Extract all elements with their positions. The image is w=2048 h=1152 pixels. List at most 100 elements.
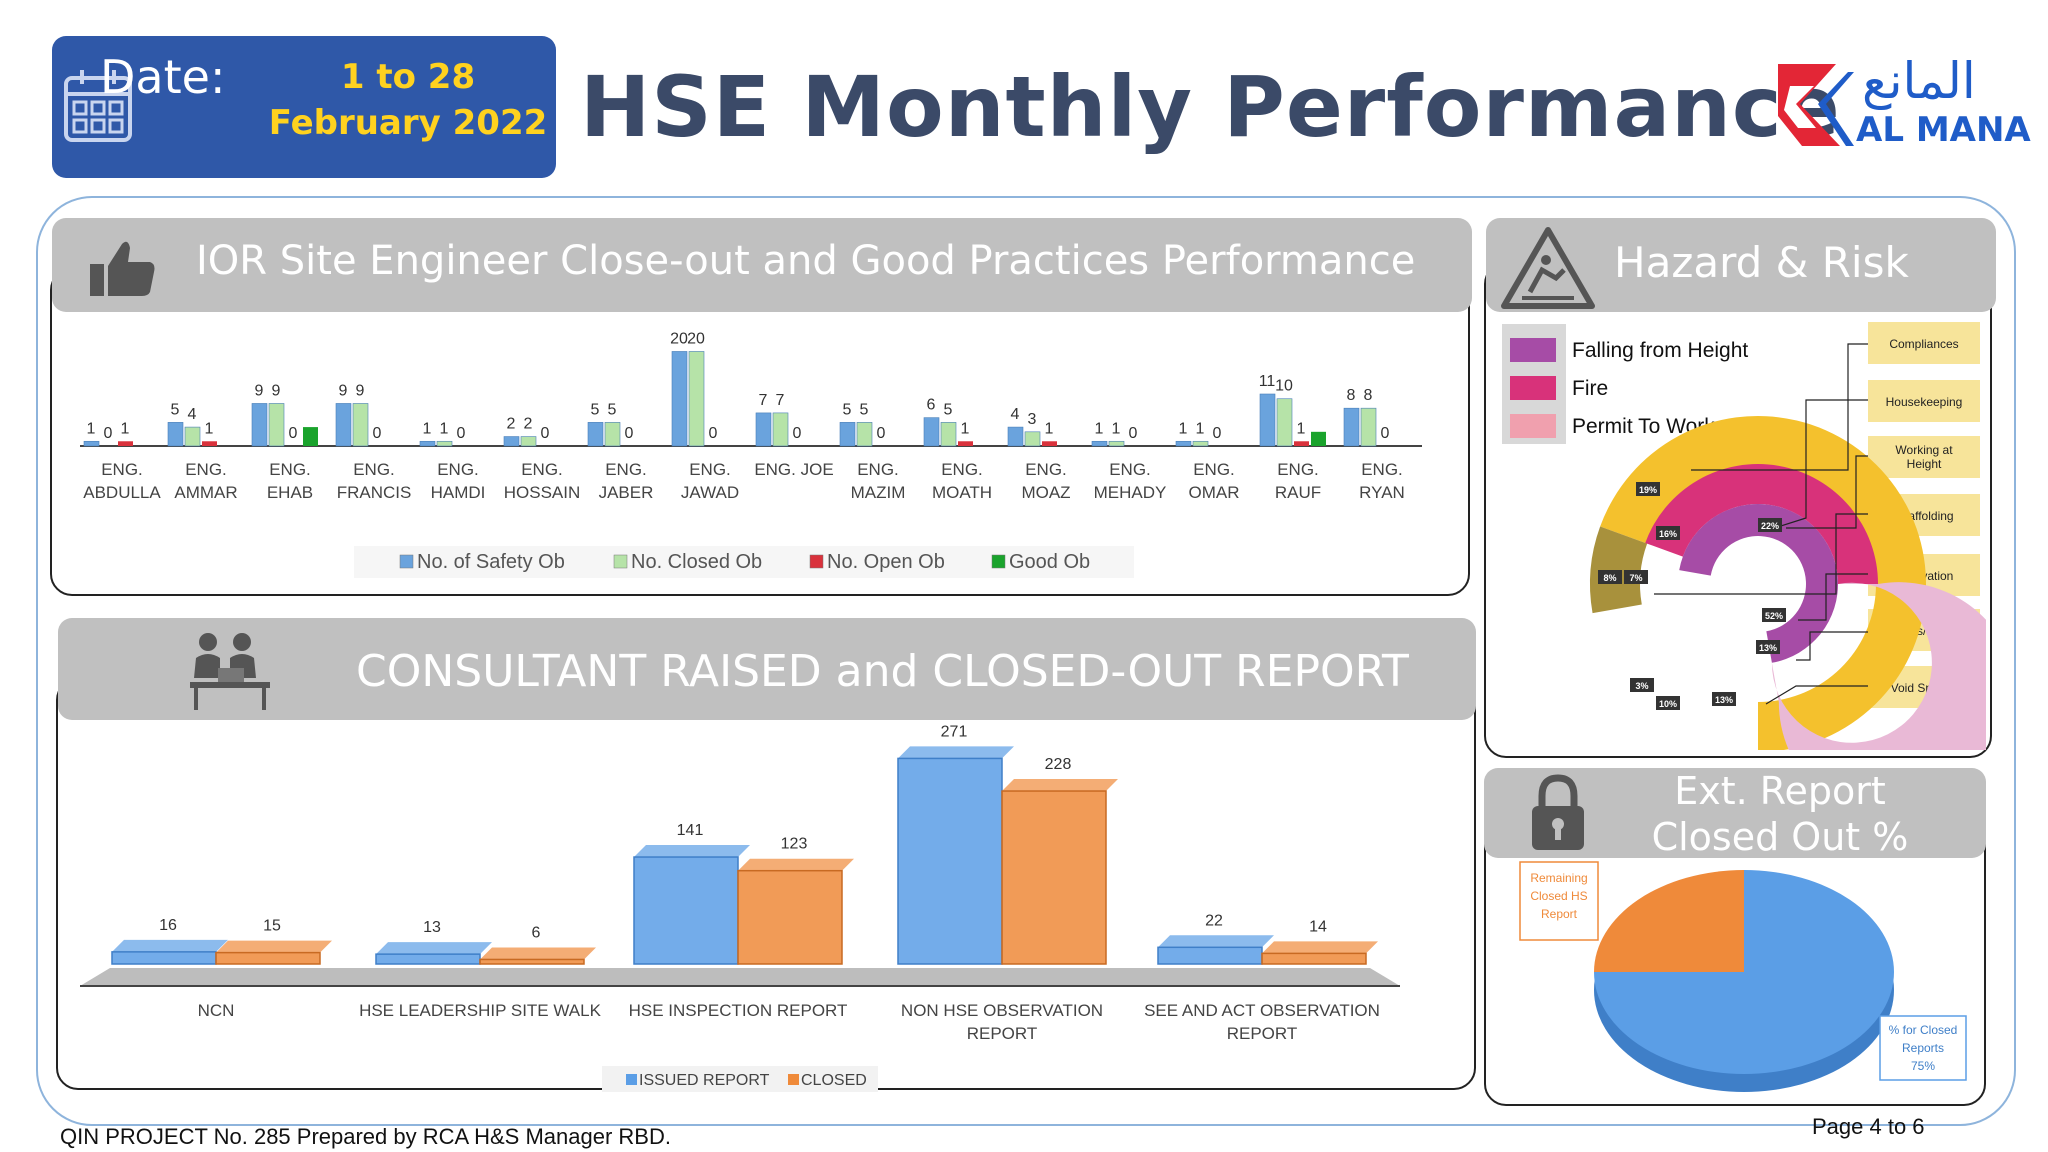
consultant-bar-top (634, 845, 750, 858)
ior-data-label: 5 (591, 401, 600, 418)
ior-bar (1042, 441, 1057, 446)
padlock-icon (1532, 774, 1584, 850)
hazard-percent-label: 13% (1715, 695, 1733, 705)
ior-bar (83, 440, 100, 447)
hazard-middle-ring (1645, 464, 1878, 584)
ior-legend-label: No. of Safety Ob (417, 551, 565, 573)
hazard-connector-line (1786, 455, 1868, 529)
ext-closed-label: Reports (1902, 1041, 1944, 1055)
ior-bar (940, 422, 957, 447)
logo-arabic-text: المانع (1862, 52, 1976, 110)
ior-data-label: 1 (423, 420, 432, 437)
consultant-category-label: SEE AND ACT OBSERVATION (1144, 1001, 1380, 1020)
ior-category-label: MOATH (932, 483, 992, 502)
ior-data-label: 1 (961, 420, 970, 437)
consultant-data-label: 228 (1045, 756, 1072, 773)
ior-bar (419, 440, 436, 447)
hazard-percent-label: 3% (1635, 681, 1648, 691)
consultant-data-label: 271 (941, 724, 968, 740)
consultant-category-label: NCN (198, 1001, 235, 1020)
date-value: 1 to 28 February 2022 (268, 57, 548, 143)
ior-bar (604, 422, 621, 447)
ext-remaining-label: Closed HS (1530, 889, 1587, 903)
consultant-bar (1001, 790, 1107, 965)
consultant-banner: CONSULTANT RAISED and CLOSED-OUT REPORT (58, 618, 1476, 720)
hazard-percent-label: 19% (1639, 485, 1657, 495)
ior-data-label: 8 (1364, 387, 1373, 404)
date-label: Date: (100, 50, 226, 104)
hazard-category-label: Housekeeping (1886, 395, 1963, 409)
consultant-category-label: REPORT (967, 1024, 1038, 1043)
hazard-title: Hazard & Risk (1614, 238, 1909, 287)
footer-project-info: QIN PROJECT No. 285 Prepared by RCA H&S … (60, 1124, 671, 1149)
hazard-percent-tag (1636, 482, 1660, 496)
hazard-percent-label: 8% (1603, 573, 1616, 583)
consultant-bar (1261, 952, 1367, 965)
ior-data-label: 0 (289, 425, 298, 442)
ior-category-label: ENG. (1361, 460, 1403, 479)
ior-bar (1259, 393, 1276, 447)
page-title: HSE Monthly Performance (580, 58, 1841, 156)
hazard-connector-line (1796, 631, 1868, 661)
ext-report-pie-chart: Remaining Closed HS Report % for Closed Repo… (1519, 861, 1967, 1092)
consultant-bar-top (480, 947, 596, 960)
ior-legend-swatch (399, 554, 414, 569)
ior-legend-swatch (991, 554, 1006, 569)
ior-category-label: ENG. (1025, 460, 1067, 479)
ior-data-label: 9 (255, 382, 264, 399)
ior-data-label: 0 (625, 425, 634, 442)
ior-data-label: 0 (877, 425, 886, 442)
ior-legend-swatch (613, 554, 628, 569)
ior-bar (335, 403, 352, 447)
hazard-connector-line (1691, 343, 1868, 471)
ior-category-label: AMMAR (174, 483, 237, 502)
consultant-bar-top (112, 939, 228, 952)
ior-data-label: 10 (1275, 378, 1293, 395)
ior-data-label: 0 (373, 425, 382, 442)
hazard-legend-swatch (1510, 376, 1556, 400)
ior-banner: IOR Site Engineer Close-out and Good Pra… (52, 218, 1472, 312)
ior-bar (202, 441, 217, 446)
consultant-data-label: 13 (423, 919, 441, 936)
hazard-category-box (1868, 322, 1980, 364)
consultant-bar (111, 951, 217, 965)
hazard-legend-label: Falling from Height (1572, 339, 1748, 362)
ext-closed-label-box (1879, 1015, 1967, 1081)
ior-data-label: 0 (1213, 425, 1222, 442)
ior-bar (1175, 440, 1192, 447)
hazard-connector-line (1654, 513, 1868, 595)
ior-category-label: ENG. (857, 460, 899, 479)
ior-data-label: 4 (188, 406, 197, 423)
hazard-percent-tag (1656, 526, 1680, 540)
ior-data-label: 5 (944, 401, 953, 418)
ior-bar (1024, 431, 1041, 447)
consultant-bar (375, 953, 481, 965)
hazard-inner-ring (1679, 503, 1838, 663)
hazard-percent-tag (1598, 570, 1622, 584)
ior-bar (755, 412, 772, 447)
ior-category-label: ENG. (605, 460, 647, 479)
ior-bar (167, 422, 184, 447)
ior-bar (1192, 440, 1209, 447)
ior-bar (587, 422, 604, 447)
ior-data-label: 7 (759, 392, 768, 409)
hazard-percent-tag (1624, 570, 1648, 584)
ior-legend-label: Good Ob (1009, 551, 1090, 573)
ior-legend-label: No. Open Ob (827, 551, 945, 573)
hazard-connector-line (1767, 399, 1868, 531)
ior-data-label: 2 (507, 416, 516, 433)
hazard-percent-tag (1656, 696, 1680, 710)
ior-data-label: 1 (87, 420, 96, 437)
ior-category-label: ENG. (1109, 460, 1151, 479)
consultant-bar-top (1158, 935, 1274, 948)
ior-category-label: RAUF (1275, 483, 1321, 502)
hazard-radial-chart: Falling from Height Fire Permit To Work Com… (1502, 322, 1986, 750)
ior-bar (1343, 407, 1360, 447)
ior-category-label: JAWAD (681, 483, 739, 502)
ior-title: IOR Site Engineer Close-out and Good Pra… (196, 238, 1416, 284)
ior-category-label: ENG. (353, 460, 395, 479)
hazard-percent-label: 22% (1761, 521, 1779, 531)
ior-bar (958, 441, 973, 446)
consultant-data-label: 6 (532, 924, 541, 941)
